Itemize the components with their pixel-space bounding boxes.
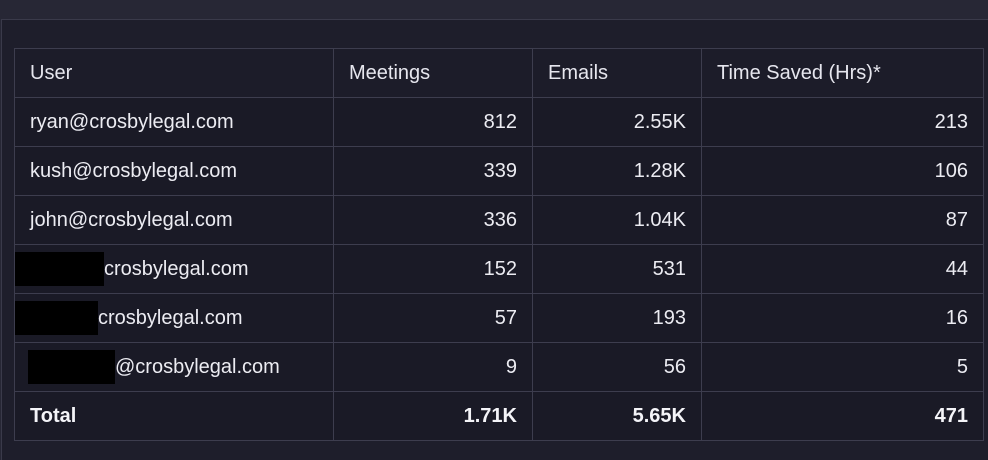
column-header-user[interactable]: User [14, 48, 334, 98]
time-saved-cell: 213 [701, 97, 984, 147]
table-row: kush@crosbylegal.com 339 1.28K 106 [14, 146, 984, 196]
meetings-cell: 57 [333, 293, 533, 343]
emails-cell: 193 [532, 293, 702, 343]
usage-table: User Meetings Emails Time Saved (Hrs)* r… [14, 48, 984, 441]
emails-cell: 2.55K [532, 97, 702, 147]
table-panel: User Meetings Emails Time Saved (Hrs)* r… [1, 19, 988, 460]
time-saved-cell: 106 [701, 146, 984, 196]
total-row: Total 1.71K 5.65K 471 [14, 391, 984, 441]
table-header-row: User Meetings Emails Time Saved (Hrs)* [14, 48, 984, 98]
table-row: john@crosbylegal.com 336 1.04K 87 [14, 195, 984, 245]
user-cell: john@crosbylegal.com [14, 195, 334, 245]
total-emails: 5.65K [532, 391, 702, 441]
table-row: @crosbylegal.com 9 56 5 [14, 342, 984, 392]
total-time-saved: 471 [701, 391, 984, 441]
emails-cell: 56 [532, 342, 702, 392]
user-cell: @crosbylegal.com [14, 342, 334, 392]
user-cell: ryan@crosbylegal.com [14, 97, 334, 147]
table-row: crosbylegal.com 152 531 44 [14, 244, 984, 294]
table-row: ryan@crosbylegal.com 812 2.55K 213 [14, 97, 984, 147]
user-cell: crosbylegal.com [14, 244, 334, 294]
user-email-suffix: @crosbylegal.com [115, 355, 280, 378]
total-label: Total [14, 391, 334, 441]
column-header-meetings[interactable]: Meetings [333, 48, 533, 98]
user-email-suffix: crosbylegal.com [104, 257, 249, 280]
emails-cell: 531 [532, 244, 702, 294]
emails-cell: 1.04K [532, 195, 702, 245]
time-saved-cell: 44 [701, 244, 984, 294]
meetings-cell: 9 [333, 342, 533, 392]
user-cell: kush@crosbylegal.com [14, 146, 334, 196]
redaction-block [28, 350, 115, 384]
column-header-emails[interactable]: Emails [532, 48, 702, 98]
time-saved-cell: 16 [701, 293, 984, 343]
time-saved-cell: 5 [701, 342, 984, 392]
column-header-time-saved[interactable]: Time Saved (Hrs)* [701, 48, 984, 98]
redaction-block [15, 252, 104, 286]
emails-cell: 1.28K [532, 146, 702, 196]
table-row: crosbylegal.com 57 193 16 [14, 293, 984, 343]
meetings-cell: 812 [333, 97, 533, 147]
meetings-cell: 152 [333, 244, 533, 294]
meetings-cell: 339 [333, 146, 533, 196]
user-cell: crosbylegal.com [14, 293, 334, 343]
total-meetings: 1.71K [333, 391, 533, 441]
user-email-suffix: crosbylegal.com [98, 306, 243, 329]
redaction-block [15, 301, 98, 335]
time-saved-cell: 87 [701, 195, 984, 245]
meetings-cell: 336 [333, 195, 533, 245]
